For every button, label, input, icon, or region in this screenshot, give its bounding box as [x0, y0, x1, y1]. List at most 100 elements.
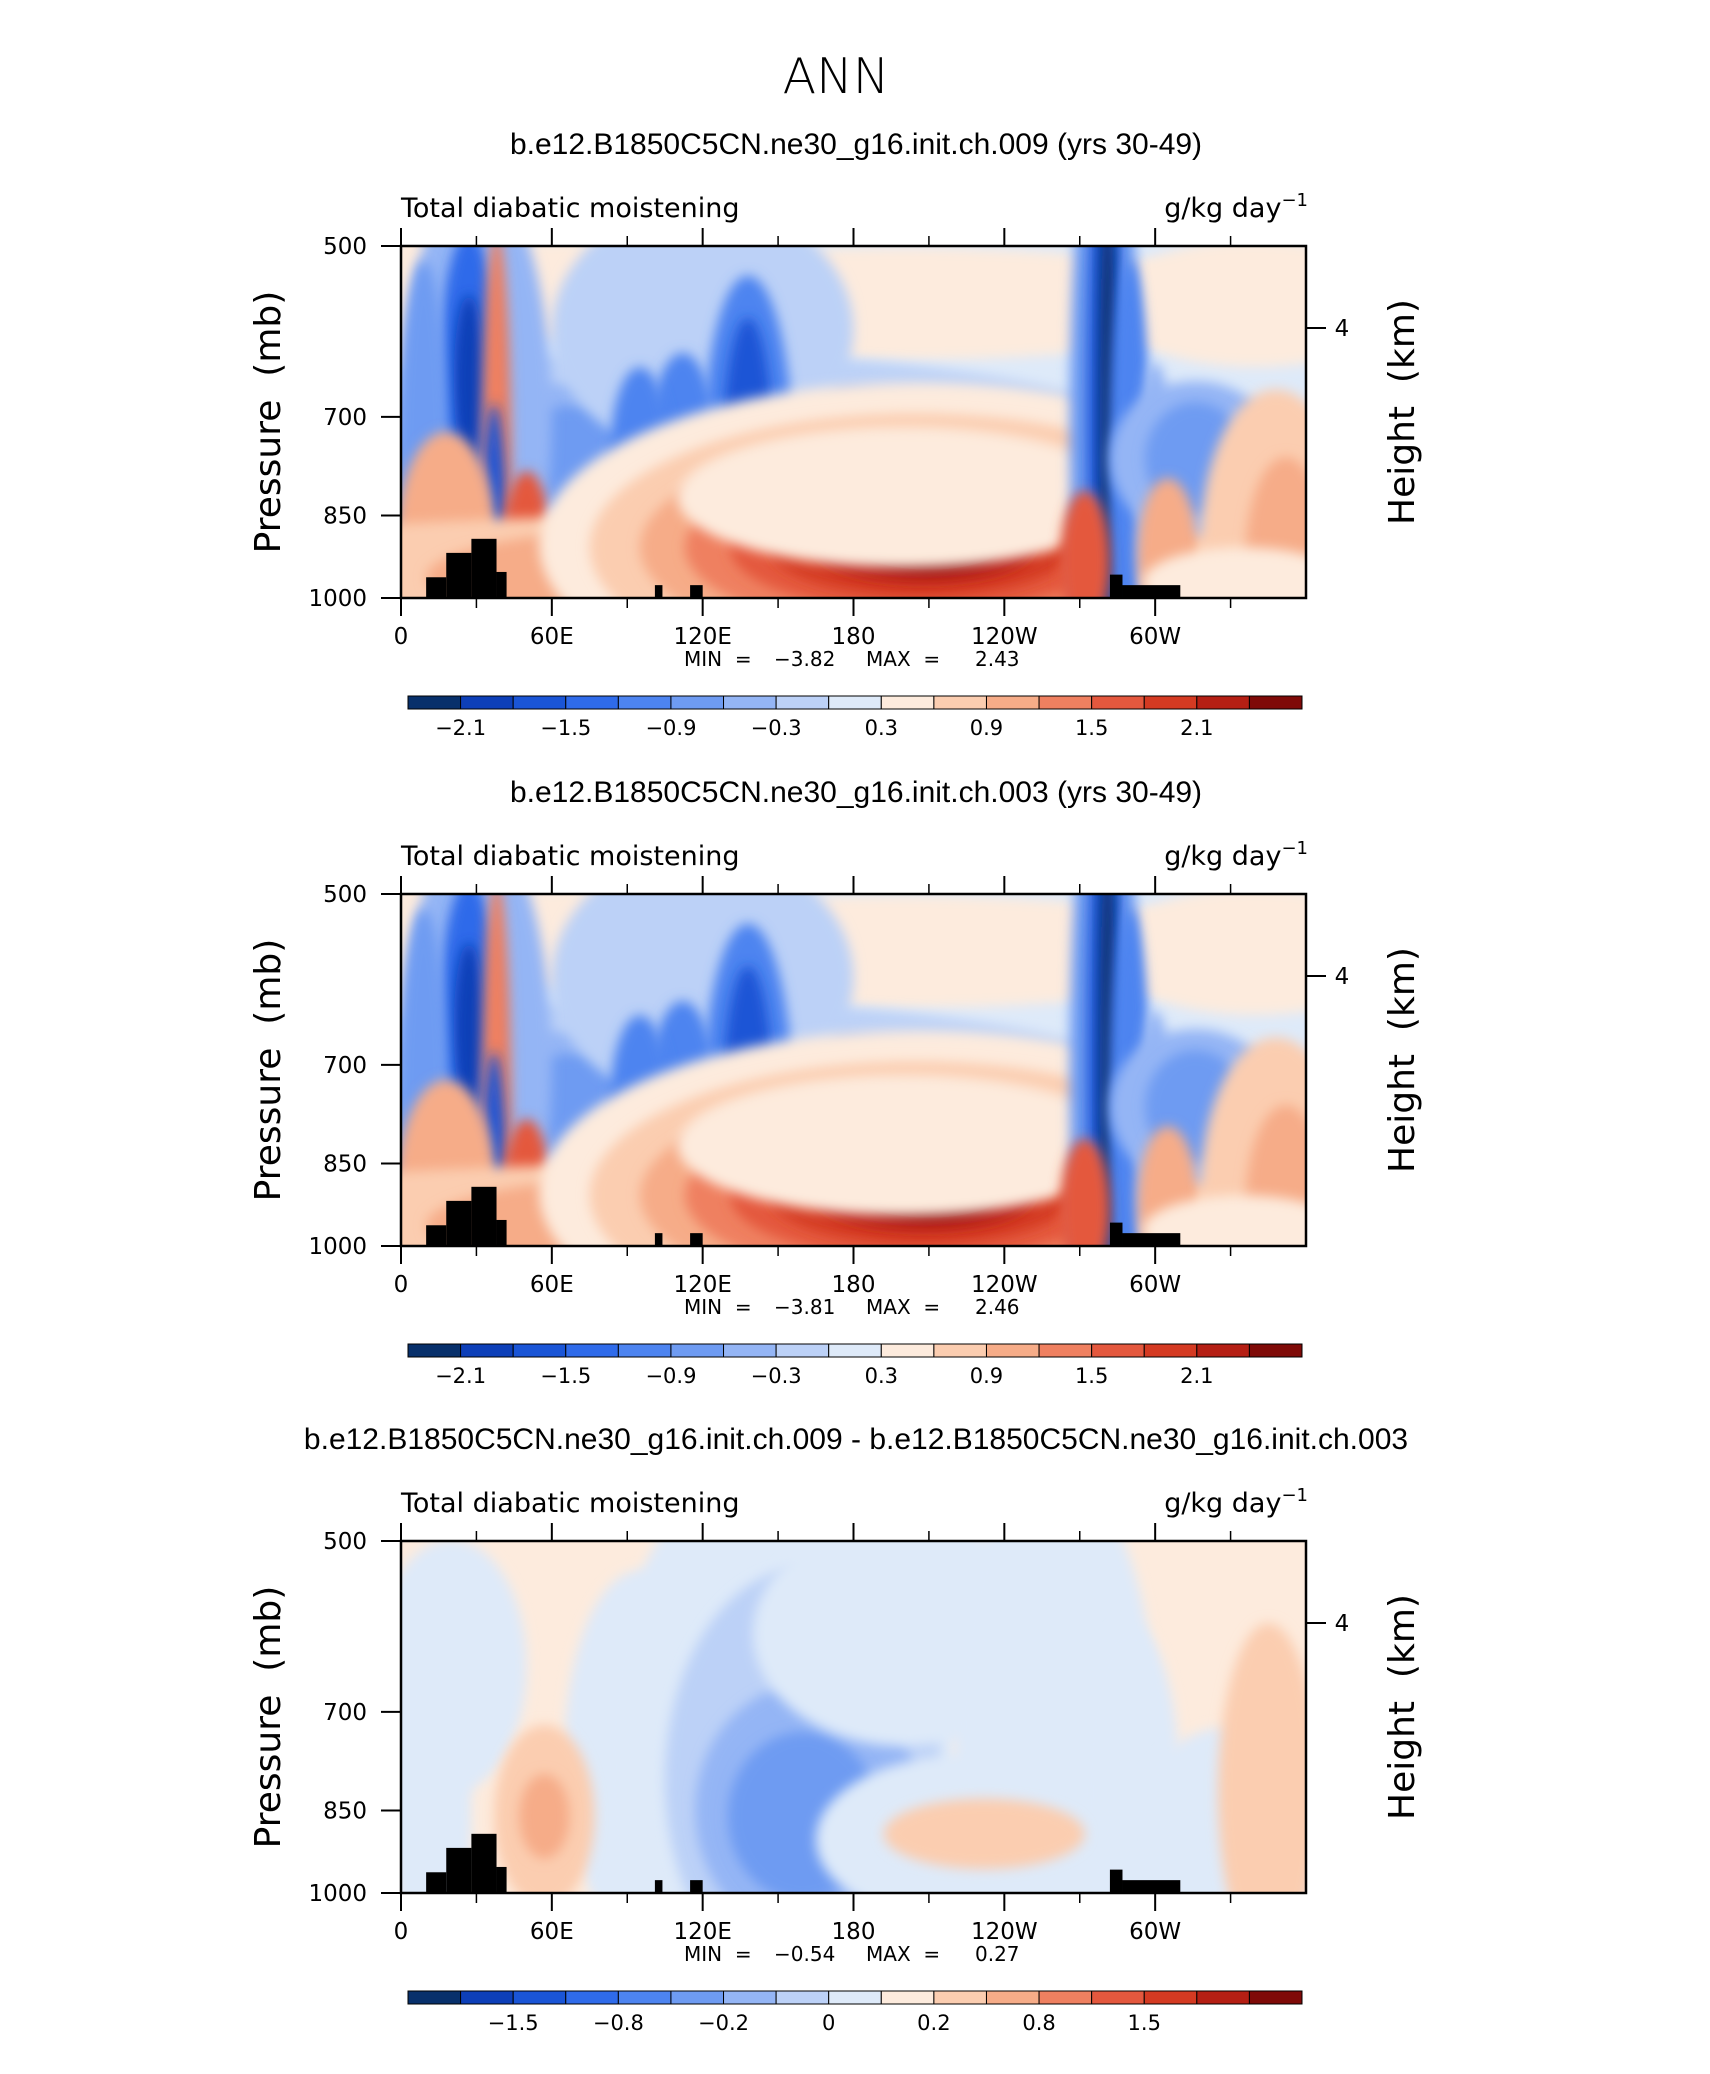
topography-mask — [1122, 1880, 1181, 1893]
contour-region — [1059, 490, 1110, 598]
colorbar-swatch — [1196, 1343, 1250, 1358]
topography-mask — [1109, 574, 1123, 598]
x-tick-label: 60E — [530, 1919, 574, 1945]
units-label: g/kg day−1 — [1164, 838, 1308, 872]
y-tick-label: 1000 — [308, 1881, 367, 1907]
x-tick-label: 0 — [394, 1272, 409, 1298]
contour-region — [1142, 1195, 1306, 1246]
y-tick-label: 1000 — [308, 1234, 367, 1260]
colorbar-label: −2.1 — [435, 1364, 486, 1388]
colorbar-swatch — [565, 695, 619, 710]
min-value: −3.81 — [774, 1295, 835, 1319]
contour-field — [401, 894, 1306, 1246]
topography-mask — [654, 585, 663, 598]
colorbar-swatch — [775, 1990, 830, 2005]
colorbar-swatch — [723, 695, 777, 710]
contour-region — [401, 1655, 472, 1893]
contour-region — [1104, 246, 1306, 367]
colorbar-swatch — [407, 695, 462, 710]
topography-mask — [426, 1872, 447, 1893]
x-tick-label: 60W — [1129, 1272, 1181, 1298]
colorbar-swatch — [1248, 1990, 1303, 2005]
topography-mask — [654, 1880, 663, 1893]
colorbar-label: −1.5 — [540, 716, 591, 740]
colorbar-swatch — [933, 1990, 987, 2005]
units-text: g/kg day — [1164, 193, 1281, 224]
colorbar-label: 0.2 — [917, 2011, 950, 2035]
y-tick-label: 500 — [323, 882, 367, 908]
colorbar-label: −0.9 — [645, 1364, 696, 1388]
colorbar-swatch — [670, 1343, 725, 1358]
y-tick-label: 500 — [323, 234, 367, 260]
y2-axis-label: Height (km) — [1382, 1594, 1423, 1820]
x-tick-label: 0 — [394, 1919, 409, 1945]
colorbar-swatch — [565, 1990, 619, 2005]
topography-mask — [446, 552, 472, 598]
variable-name: Total diabatic moistening — [400, 193, 739, 224]
units-exponent: −1 — [1281, 190, 1308, 211]
units-text: g/kg day — [1164, 1488, 1281, 1519]
topography-mask — [1109, 1869, 1123, 1893]
figure-title: ANN — [783, 48, 890, 105]
y-tick-label: 500 — [323, 1529, 367, 1555]
x-tick-label: 120W — [971, 1272, 1038, 1298]
colorbar-swatch — [933, 695, 987, 710]
units-label: g/kg day−1 — [1164, 190, 1308, 224]
colorbar-swatch — [670, 695, 725, 710]
colorbar-label: −0.3 — [751, 1364, 802, 1388]
y2-axis-label: Height (km) — [1382, 299, 1423, 525]
colorbar-swatch — [460, 695, 514, 710]
colorbar-label: 0.8 — [1022, 2011, 1055, 2035]
colorbar-swatch — [880, 1343, 935, 1358]
colorbar-swatch — [1143, 1343, 1198, 1358]
contour-region — [1218, 1623, 1306, 1893]
colorbar-swatch — [460, 1343, 514, 1358]
y-axis-label: Pressure (mb) — [248, 1586, 289, 1849]
y-tick-label: 850 — [323, 1798, 367, 1824]
colorbar-swatch — [670, 1990, 725, 2005]
contour-region — [677, 1074, 1131, 1216]
units-exponent: −1 — [1281, 838, 1308, 859]
x-tick-label: 60E — [530, 624, 574, 650]
colorbar-swatch — [985, 1343, 1040, 1358]
topography-mask — [1122, 585, 1181, 598]
colorbar-label: 0.9 — [970, 716, 1003, 740]
x-tick-label: 120W — [971, 1919, 1038, 1945]
x-tick-label: 120E — [673, 1272, 731, 1298]
colorbar-label: 0.3 — [865, 716, 898, 740]
colorbar-label: −2.1 — [435, 716, 486, 740]
x-tick-label: 120W — [971, 624, 1038, 650]
y2-axis-label: Height (km) — [1382, 947, 1423, 1173]
topography-mask — [690, 1233, 703, 1246]
colorbar-label: 0 — [822, 2011, 835, 2035]
max-label: MAX = — [866, 647, 940, 671]
colorbar-swatch — [1038, 1343, 1093, 1358]
min-value: −3.82 — [774, 647, 835, 671]
variable-name: Total diabatic moistening — [400, 1488, 739, 1519]
y-tick-label: 700 — [323, 1700, 367, 1726]
colorbar-swatch — [1091, 1343, 1145, 1358]
topography-mask — [426, 577, 447, 598]
colorbar-swatch — [775, 1343, 830, 1358]
x-tick-label: 60W — [1129, 624, 1181, 650]
x-tick-label: 120E — [673, 1919, 731, 1945]
panel-1: b.e12.B1850C5CN.ne30_g16.init.ch.009 (yr… — [248, 128, 1423, 740]
colorbar-swatch — [407, 1990, 462, 2005]
x-tick-label: 60E — [530, 1272, 574, 1298]
colorbar-label: −0.8 — [593, 2011, 644, 2035]
colorbar-swatch — [985, 695, 1040, 710]
min-label: MIN = — [684, 1295, 752, 1319]
contour-region — [883, 1798, 1085, 1870]
colorbar-swatch — [933, 1343, 987, 1358]
colorbar-swatch — [880, 1990, 935, 2005]
x-tick-label: 180 — [832, 624, 876, 650]
contour-field — [401, 1541, 1306, 1893]
colorbar-label: 0.9 — [970, 1364, 1003, 1388]
contour-region — [519, 1774, 570, 1859]
topography-mask — [496, 571, 507, 598]
topography-mask — [471, 538, 497, 598]
colorbar: −2.1 −1.5 −0.9 −0.3 0.3 0.9 1.5 2.1 — [407, 1343, 1303, 1388]
colorbar-label: 1.5 — [1075, 716, 1108, 740]
x-tick-label: 180 — [832, 1272, 876, 1298]
